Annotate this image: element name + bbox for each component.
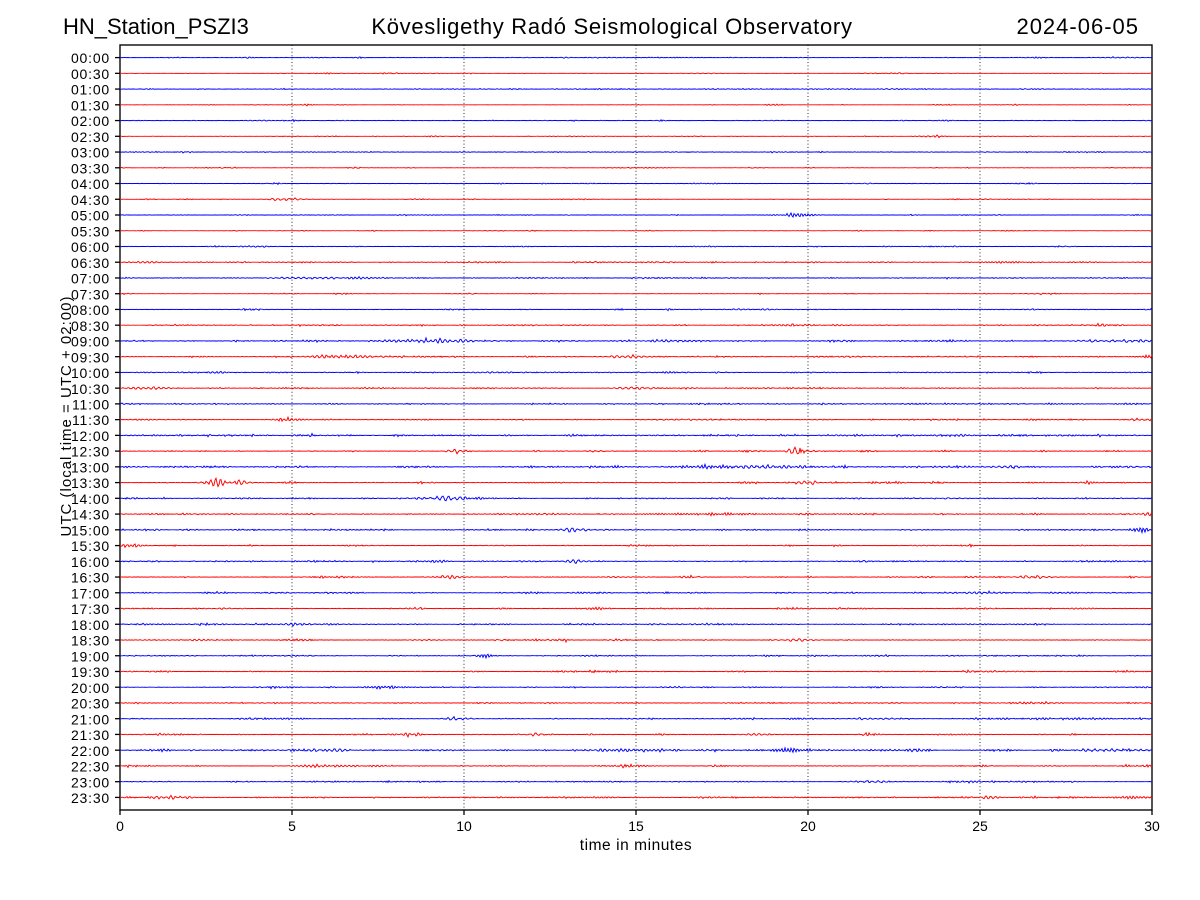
svg-text:05:30: 05:30 bbox=[71, 223, 110, 239]
svg-text:16:30: 16:30 bbox=[71, 570, 110, 586]
svg-text:00:00: 00:00 bbox=[71, 50, 110, 66]
svg-text:10: 10 bbox=[456, 818, 472, 834]
svg-text:11:30: 11:30 bbox=[72, 412, 110, 428]
svg-text:15: 15 bbox=[628, 818, 644, 834]
svg-text:Kövesligethy Radó Seismologica: Kövesligethy Radó Seismological Observat… bbox=[371, 14, 852, 39]
svg-text:07:00: 07:00 bbox=[71, 271, 110, 287]
svg-text:00:30: 00:30 bbox=[71, 66, 110, 82]
svg-text:06:30: 06:30 bbox=[71, 255, 110, 271]
svg-text:17:30: 17:30 bbox=[71, 601, 110, 617]
svg-text:15:00: 15:00 bbox=[71, 522, 110, 538]
svg-text:time in minutes: time in minutes bbox=[580, 837, 692, 854]
svg-text:07:30: 07:30 bbox=[71, 286, 110, 302]
svg-text:15:30: 15:30 bbox=[71, 538, 110, 554]
svg-text:25: 25 bbox=[972, 818, 988, 834]
svg-text:20:30: 20:30 bbox=[71, 696, 110, 712]
svg-text:30: 30 bbox=[1144, 818, 1160, 834]
svg-text:19:30: 19:30 bbox=[71, 664, 110, 680]
svg-text:04:00: 04:00 bbox=[71, 176, 110, 192]
svg-text:16:00: 16:00 bbox=[71, 554, 110, 570]
svg-text:2024-06-05: 2024-06-05 bbox=[1016, 14, 1139, 39]
svg-text:22:00: 22:00 bbox=[71, 743, 110, 759]
svg-text:09:30: 09:30 bbox=[71, 349, 110, 365]
svg-text:23:30: 23:30 bbox=[71, 790, 110, 806]
svg-text:10:00: 10:00 bbox=[71, 365, 110, 381]
svg-text:21:00: 21:00 bbox=[71, 711, 110, 727]
svg-text:12:00: 12:00 bbox=[71, 428, 110, 444]
svg-text:06:00: 06:00 bbox=[71, 239, 110, 255]
svg-text:20:00: 20:00 bbox=[71, 680, 110, 696]
svg-text:18:30: 18:30 bbox=[71, 633, 110, 649]
svg-text:08:00: 08:00 bbox=[71, 302, 110, 318]
svg-text:02:00: 02:00 bbox=[71, 113, 110, 129]
svg-text:5: 5 bbox=[288, 818, 296, 834]
svg-text:11:00: 11:00 bbox=[72, 396, 110, 412]
svg-text:12:30: 12:30 bbox=[71, 444, 110, 460]
svg-text:22:30: 22:30 bbox=[71, 759, 110, 775]
svg-text:13:30: 13:30 bbox=[71, 475, 110, 491]
svg-text:13:00: 13:00 bbox=[71, 459, 110, 475]
svg-text:14:00: 14:00 bbox=[71, 491, 110, 507]
svg-text:03:30: 03:30 bbox=[71, 160, 110, 176]
svg-text:21:30: 21:30 bbox=[71, 727, 110, 743]
svg-text:UTC (local time = UTC + 02:00): UTC (local time = UTC + 02:00) bbox=[58, 296, 75, 537]
svg-text:01:00: 01:00 bbox=[71, 82, 110, 98]
svg-text:04:30: 04:30 bbox=[71, 192, 110, 208]
svg-text:14:30: 14:30 bbox=[71, 507, 110, 523]
svg-text:23:00: 23:00 bbox=[71, 774, 110, 790]
svg-text:03:00: 03:00 bbox=[71, 145, 110, 161]
svg-text:10:30: 10:30 bbox=[71, 381, 110, 397]
svg-text:HN_Station_PSZI3: HN_Station_PSZI3 bbox=[63, 14, 249, 39]
svg-text:09:00: 09:00 bbox=[71, 334, 110, 350]
svg-text:20: 20 bbox=[800, 818, 816, 834]
svg-text:17:00: 17:00 bbox=[71, 585, 110, 601]
svg-text:19:00: 19:00 bbox=[71, 648, 110, 664]
svg-text:01:30: 01:30 bbox=[71, 97, 110, 113]
svg-text:08:30: 08:30 bbox=[71, 318, 110, 334]
svg-text:0: 0 bbox=[116, 818, 124, 834]
svg-text:02:30: 02:30 bbox=[71, 129, 110, 145]
svg-text:18:00: 18:00 bbox=[71, 617, 110, 633]
svg-text:05:00: 05:00 bbox=[71, 208, 110, 224]
